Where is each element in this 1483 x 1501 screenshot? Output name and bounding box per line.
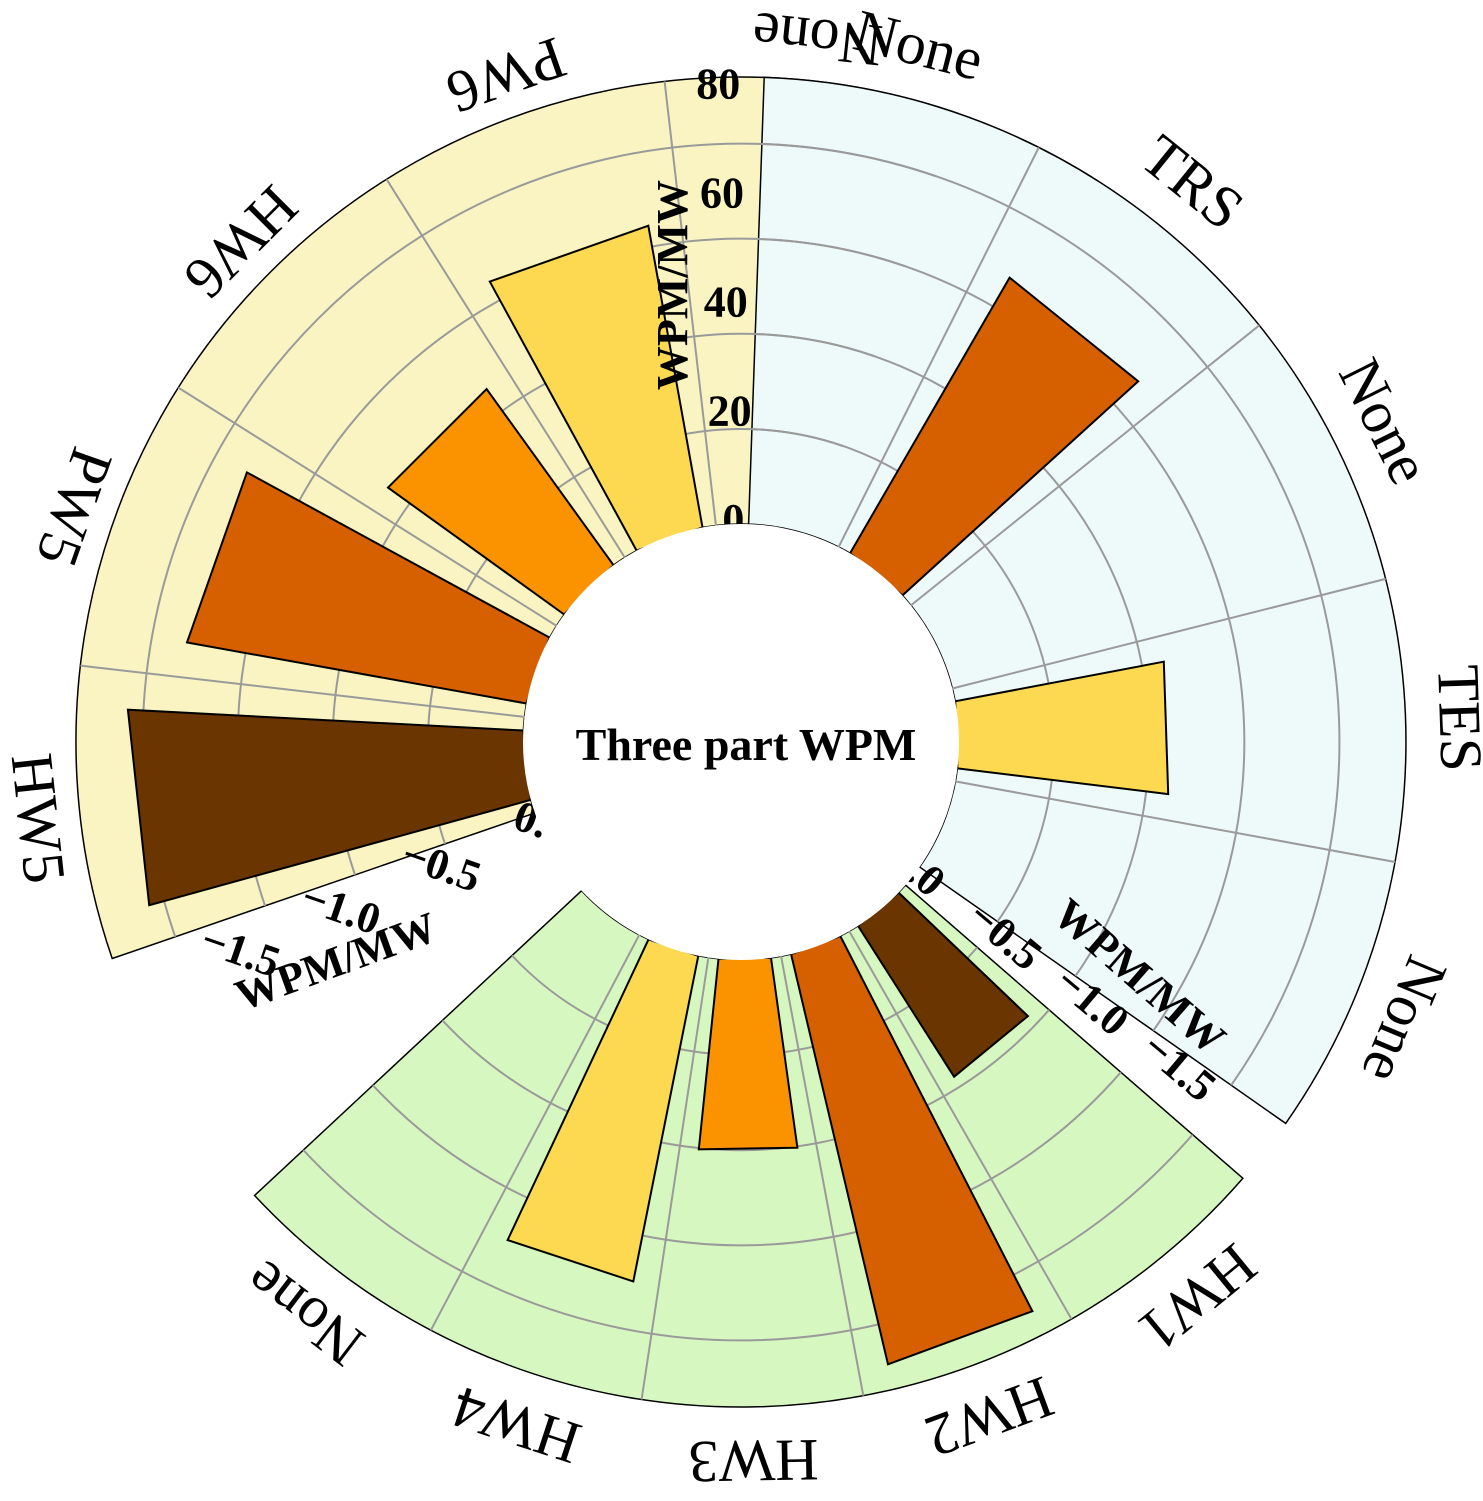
grid-spoke (780, 956, 865, 1396)
category-label: HW3 (688, 1427, 819, 1495)
bar-bottom-hw2 (789, 934, 1034, 1366)
bar-right-tes (954, 660, 1170, 796)
center-hole (523, 524, 959, 960)
chart-title: Three part WPM (576, 719, 917, 770)
grid-spoke (952, 577, 1386, 690)
grid-spoke (837, 146, 1040, 548)
grid-spoke (640, 957, 710, 1400)
grid-arc (372, 1071, 1122, 1247)
grid-spoke (910, 324, 1260, 607)
grid-arc (761, 142, 1341, 1086)
grid-spoke (385, 178, 626, 559)
bar-bottom-hw1 (856, 891, 1030, 1079)
category-label: TES (1425, 664, 1483, 773)
grid-spoke (430, 934, 641, 1331)
grid-arc (755, 333, 1151, 977)
grid-arc (758, 238, 1246, 1032)
grid-spoke (848, 930, 1073, 1320)
grid-arc (302, 1133, 1194, 1342)
grid-arc (441, 1009, 1050, 1152)
grid-spoke (177, 386, 558, 627)
axis-title: WPM/MW (648, 180, 697, 390)
bar-left-pw5 (185, 470, 551, 705)
category-label: HW4 (444, 1374, 588, 1477)
axis-tick-label: −0.5 (396, 829, 488, 901)
axis-tick-label: 40 (704, 277, 748, 326)
axis-tick-label: 60 (700, 168, 744, 217)
category-label: HW5 (0, 750, 78, 886)
bar-left-pw6 (488, 224, 704, 552)
bar-left-hw5 (126, 708, 532, 907)
grid-arc (751, 428, 1056, 923)
category-label: None (749, 0, 885, 79)
axis-tick-label: 80 (696, 59, 740, 108)
grid-spoke (955, 780, 1396, 863)
category-label: HW2 (917, 1364, 1062, 1471)
axis-tick-label: 20 (708, 386, 752, 435)
grid-spoke (663, 81, 717, 526)
grid-spoke (80, 664, 525, 718)
bar-right-trs (848, 276, 1140, 597)
